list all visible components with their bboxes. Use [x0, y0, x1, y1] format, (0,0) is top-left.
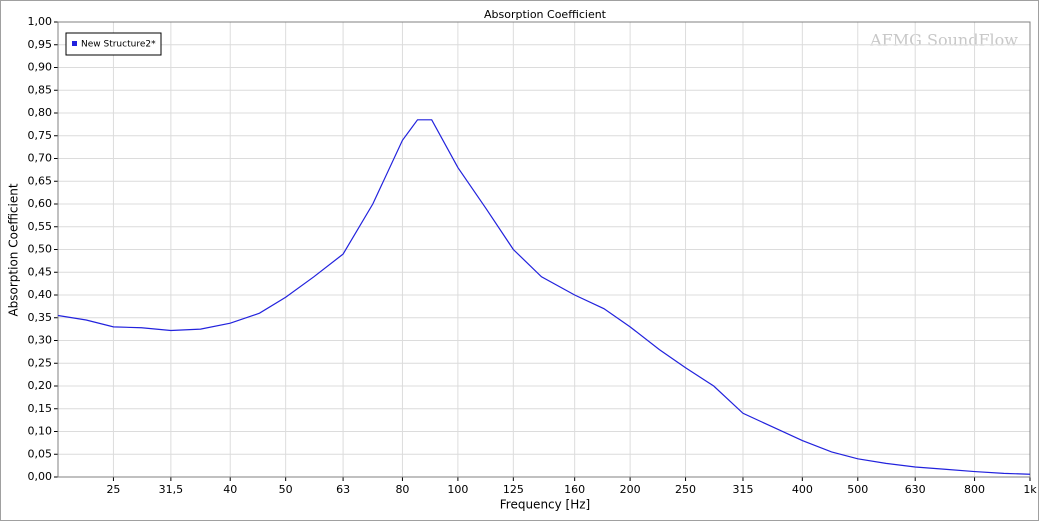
- x-axis-label: Frequency [Hz]: [500, 498, 591, 512]
- x-tick-label: 1k: [1023, 483, 1037, 496]
- x-tick-label: 50: [279, 483, 293, 496]
- y-tick-label: 0,65: [28, 174, 53, 187]
- y-tick-label: 0,20: [28, 379, 53, 392]
- y-tick-label: 0,60: [28, 197, 53, 210]
- x-tick-label: 63: [336, 483, 350, 496]
- y-tick-label: 0,90: [28, 61, 53, 74]
- y-tick-label: 0,70: [28, 152, 53, 165]
- y-tick-label: 1,00: [28, 15, 53, 28]
- y-tick-label: 0,00: [28, 470, 53, 483]
- line: [57, 119, 1031, 475]
- y-tick-label: 0,35: [28, 311, 53, 324]
- y-tick-label: 0,05: [28, 447, 53, 460]
- chart-title: Absorption Coefficient: [484, 8, 607, 21]
- x-tick-label: 400: [792, 483, 813, 496]
- y-tick-label: 0,30: [28, 334, 53, 347]
- y-tick-label: 0,50: [28, 243, 53, 256]
- legend-swatch: [72, 41, 77, 46]
- x-tick-label: 160: [564, 483, 585, 496]
- x-tick-label: 200: [620, 483, 641, 496]
- watermark: AFMG SoundFlow: [869, 31, 1018, 50]
- x-tick-label: 500: [847, 483, 868, 496]
- y-tick-label: 0,25: [28, 356, 53, 369]
- y-tick-label: 0,75: [28, 129, 53, 142]
- legend-label: New Structure2*: [81, 40, 156, 50]
- y-tick-label: 0,95: [28, 38, 53, 51]
- y-tick-label: 0,55: [28, 220, 53, 233]
- plot-border: [57, 21, 1031, 478]
- y-tick-label: 0,80: [28, 106, 53, 119]
- legend-box: [65, 32, 162, 56]
- x-tick-label: 80: [395, 483, 409, 496]
- x-tick-label: 315: [732, 483, 753, 496]
- y-tick-label: 0,40: [28, 288, 53, 301]
- x-tick-label: 100: [447, 483, 468, 496]
- x-tick-label: 800: [964, 483, 985, 496]
- x-tick-label: 630: [905, 483, 926, 496]
- y-axis-label: Absorption Coefficient: [7, 183, 21, 316]
- x-tick-label: 25: [106, 483, 120, 496]
- y-tick-label: 0,15: [28, 402, 53, 415]
- x-tick-label: 31,5: [159, 483, 184, 496]
- x-tick-label: 125: [503, 483, 524, 496]
- x-tick-label: 40: [223, 483, 237, 496]
- y-tick-label: 0,85: [28, 83, 53, 96]
- x-tick-label: 250: [675, 483, 696, 496]
- y-tick-label: 0,10: [28, 425, 53, 438]
- y-tick-label: 0,45: [28, 265, 53, 278]
